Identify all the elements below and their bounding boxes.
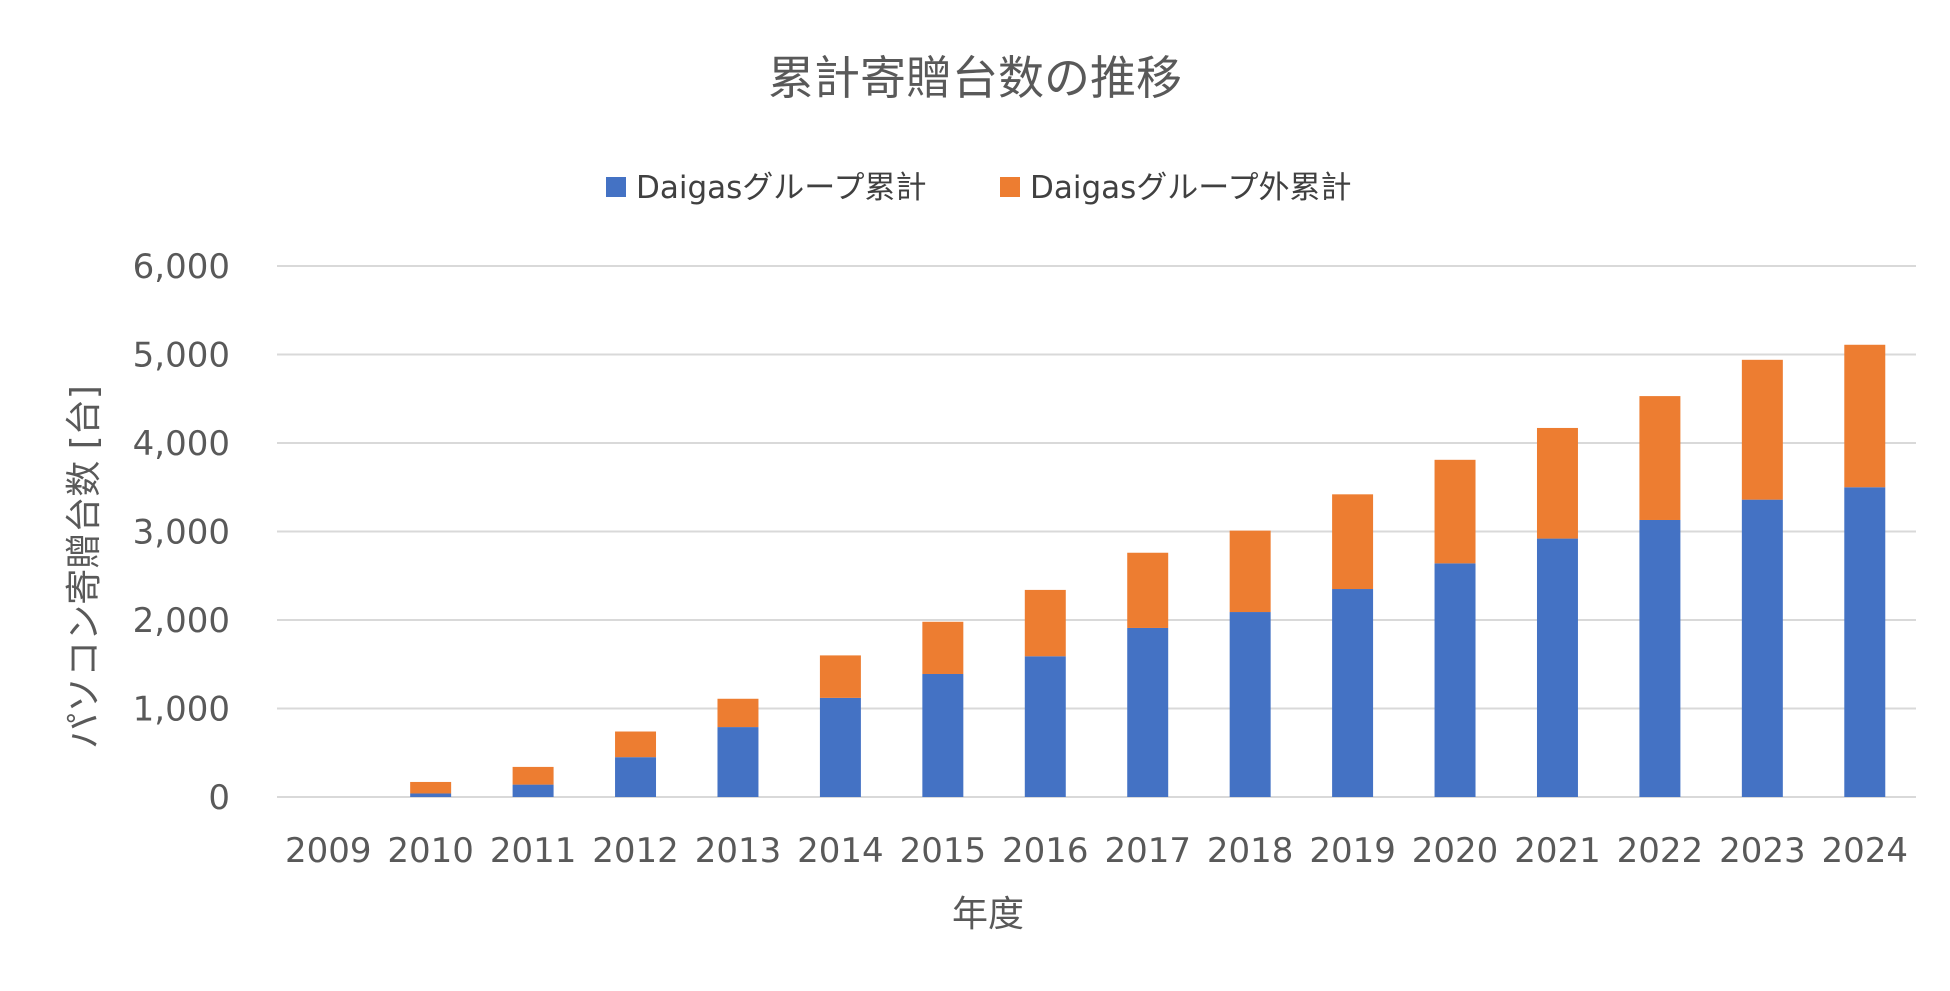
- bar-series-1-2021: [1536, 427, 1578, 539]
- bar-series-1-2011: [512, 766, 554, 785]
- x-tick-label: 2024: [1822, 831, 1909, 871]
- y-tick-label: 3,000: [133, 513, 230, 553]
- bar-series-0-2020: [1434, 563, 1476, 797]
- bar-series-1-2017: [1127, 552, 1169, 628]
- bar-series-1-2024: [1844, 344, 1886, 488]
- x-tick-label: 2009: [285, 831, 372, 871]
- bar-series-0-2016: [1024, 656, 1066, 797]
- x-tick-label: 2020: [1412, 831, 1499, 871]
- bar-series-0-2024: [1844, 487, 1886, 797]
- x-axis-label: 年度: [952, 894, 1024, 935]
- x-tick-label: 2016: [1002, 831, 1089, 871]
- bar-series-0-2021: [1536, 538, 1578, 797]
- y-tick-label: 2,000: [133, 601, 230, 641]
- legend-swatch-series-1: [1000, 177, 1020, 197]
- bar-series-0-2010: [410, 793, 452, 797]
- y-axis-label: パソコン寄贈台数 [台]: [64, 385, 105, 749]
- x-tick-label: 2023: [1719, 831, 1806, 871]
- bar-series-1-2016: [1024, 589, 1066, 657]
- bar-series-0-2023: [1741, 499, 1783, 797]
- bar-series-0-2017: [1127, 627, 1169, 797]
- bars: [410, 344, 1886, 797]
- chart-title: 累計寄贈台数の推移: [768, 51, 1182, 105]
- bar-series-0-2015: [922, 673, 964, 797]
- bar-series-1-2010: [410, 781, 452, 794]
- bar-series-0-2011: [512, 784, 554, 797]
- y-tick-label: 5,000: [133, 336, 230, 376]
- bar-series-0-2019: [1332, 589, 1374, 797]
- bar-series-1-2014: [819, 655, 861, 698]
- bar-series-1-2022: [1639, 396, 1681, 520]
- bar-series-0-2013: [717, 727, 759, 797]
- x-tick-label: 2011: [490, 831, 577, 871]
- y-axis-ticks: 0 1,000 2,000 3,000 4,000 5,000 6,000: [133, 247, 230, 818]
- x-tick-label: 2010: [387, 831, 474, 871]
- x-tick-label: 2017: [1104, 831, 1191, 871]
- bar-series-1-2015: [922, 621, 964, 674]
- x-tick-label: 2014: [797, 831, 884, 871]
- x-axis-ticks: 2009 2010 2011 2012 2013 2014 2015 2016 2017 2018…: [285, 831, 1908, 871]
- bar-series-0-2018: [1229, 612, 1271, 797]
- bar-series-0-2014: [819, 697, 861, 797]
- bar-series-1-2018: [1229, 530, 1271, 613]
- bar-series-1-2012: [615, 731, 657, 758]
- x-tick-label: 2018: [1207, 831, 1294, 871]
- legend: Daigasグループ累計 Daigasグループ外累計: [606, 170, 1351, 206]
- y-tick-label: 4,000: [133, 424, 230, 464]
- bar-series-0-2022: [1639, 519, 1681, 797]
- gridlines: [277, 265, 1916, 798]
- y-tick-label: 1,000: [133, 690, 230, 730]
- legend-label-series-0: Daigasグループ累計: [636, 170, 926, 206]
- bar-series-1-2023: [1741, 359, 1783, 500]
- legend-swatch-series-0: [606, 177, 626, 197]
- x-tick-label: 2015: [900, 831, 987, 871]
- x-tick-label: 2012: [592, 831, 679, 871]
- bar-series-1-2019: [1332, 494, 1374, 590]
- bar-series-1-2020: [1434, 459, 1476, 564]
- bar-series-1-2013: [717, 698, 759, 728]
- legend-label-series-1: Daigasグループ外累計: [1030, 170, 1351, 206]
- bar-series-0-2012: [615, 757, 657, 797]
- x-tick-label: 2021: [1514, 831, 1601, 871]
- x-tick-label: 2022: [1617, 831, 1704, 871]
- x-tick-label: 2019: [1309, 831, 1396, 871]
- x-tick-label: 2013: [695, 831, 782, 871]
- y-tick-label: 6,000: [133, 247, 230, 287]
- y-tick-label: 0: [208, 778, 230, 818]
